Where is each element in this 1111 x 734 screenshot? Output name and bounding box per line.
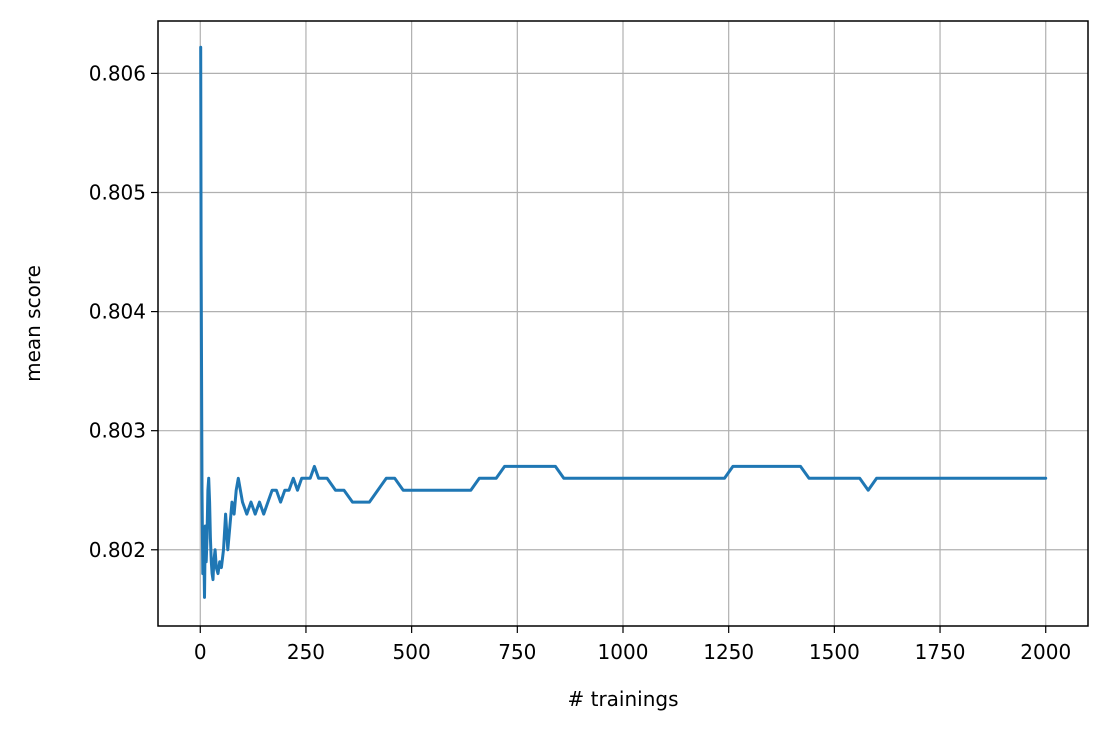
x-tick-label: 1000	[598, 640, 649, 664]
x-tick-label: 0	[194, 640, 207, 664]
y-tick-label: 0.803	[89, 419, 146, 443]
x-axis-label: # trainings	[567, 687, 678, 711]
y-tick-label: 0.804	[89, 300, 146, 324]
y-gridlines	[158, 72, 1088, 551]
x-tick-label: 750	[498, 640, 536, 664]
x-tick-label: 1250	[703, 640, 754, 664]
series-layer	[199, 45, 1048, 599]
y-tick-label: 0.805	[89, 180, 146, 204]
series-line	[199, 45, 1048, 599]
y-axis-label: mean score	[21, 265, 45, 382]
y-tick-label: 0.802	[89, 538, 146, 562]
x-tick-label: 2000	[1020, 640, 1071, 664]
x-tick-label: 500	[393, 640, 431, 664]
y-tick-label: 0.806	[89, 61, 146, 85]
x-tick-label: 250	[287, 640, 325, 664]
y-axis-ticks: 0.802 0.803 0.804 0.805 0.806	[89, 61, 158, 562]
x-axis-ticks: 0 250 500 750 1000 1250 1500 1750 2000	[194, 626, 1071, 664]
x-gridlines	[199, 21, 1047, 626]
x-tick-label: 1500	[809, 640, 860, 664]
x-tick-label: 1750	[915, 640, 966, 664]
